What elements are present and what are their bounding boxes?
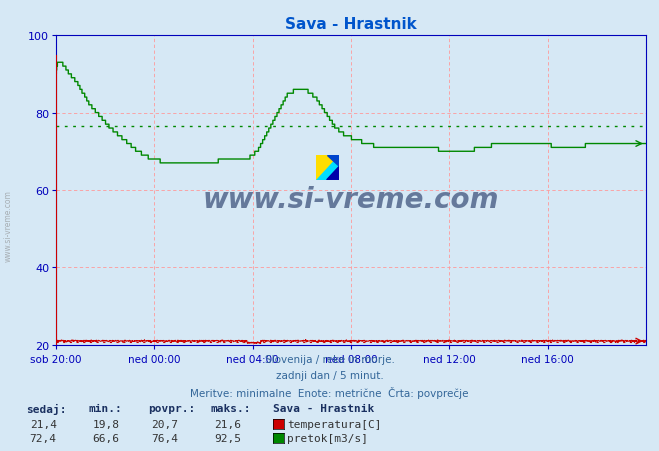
Polygon shape xyxy=(316,156,339,180)
Text: Meritve: minimalne  Enote: metrične  Črta: povprečje: Meritve: minimalne Enote: metrične Črta:… xyxy=(190,387,469,399)
Text: sedaj:: sedaj: xyxy=(26,403,67,414)
Text: 92,5: 92,5 xyxy=(214,433,241,443)
Text: 20,7: 20,7 xyxy=(152,419,179,429)
Text: temperatura[C]: temperatura[C] xyxy=(287,419,382,429)
Text: zadnji dan / 5 minut.: zadnji dan / 5 minut. xyxy=(275,370,384,380)
Text: 66,6: 66,6 xyxy=(92,433,119,443)
Text: min.:: min.: xyxy=(89,403,123,413)
Text: 21,6: 21,6 xyxy=(214,419,241,429)
Text: Slovenija / reke in morje.: Slovenija / reke in morje. xyxy=(264,354,395,364)
Text: 21,4: 21,4 xyxy=(30,419,57,429)
Polygon shape xyxy=(327,156,339,167)
Text: www.si-vreme.com: www.si-vreme.com xyxy=(3,189,13,262)
Text: maks.:: maks.: xyxy=(211,403,251,413)
Text: povpr.:: povpr.: xyxy=(148,403,196,413)
Text: www.si-vreme.com: www.si-vreme.com xyxy=(203,186,499,214)
Title: Sava - Hrastnik: Sava - Hrastnik xyxy=(285,17,416,32)
Polygon shape xyxy=(316,156,339,180)
Polygon shape xyxy=(327,167,339,180)
Text: 76,4: 76,4 xyxy=(152,433,179,443)
Text: 19,8: 19,8 xyxy=(92,419,119,429)
Text: pretok[m3/s]: pretok[m3/s] xyxy=(287,433,368,443)
Text: Sava - Hrastnik: Sava - Hrastnik xyxy=(273,403,375,413)
Text: 72,4: 72,4 xyxy=(30,433,57,443)
